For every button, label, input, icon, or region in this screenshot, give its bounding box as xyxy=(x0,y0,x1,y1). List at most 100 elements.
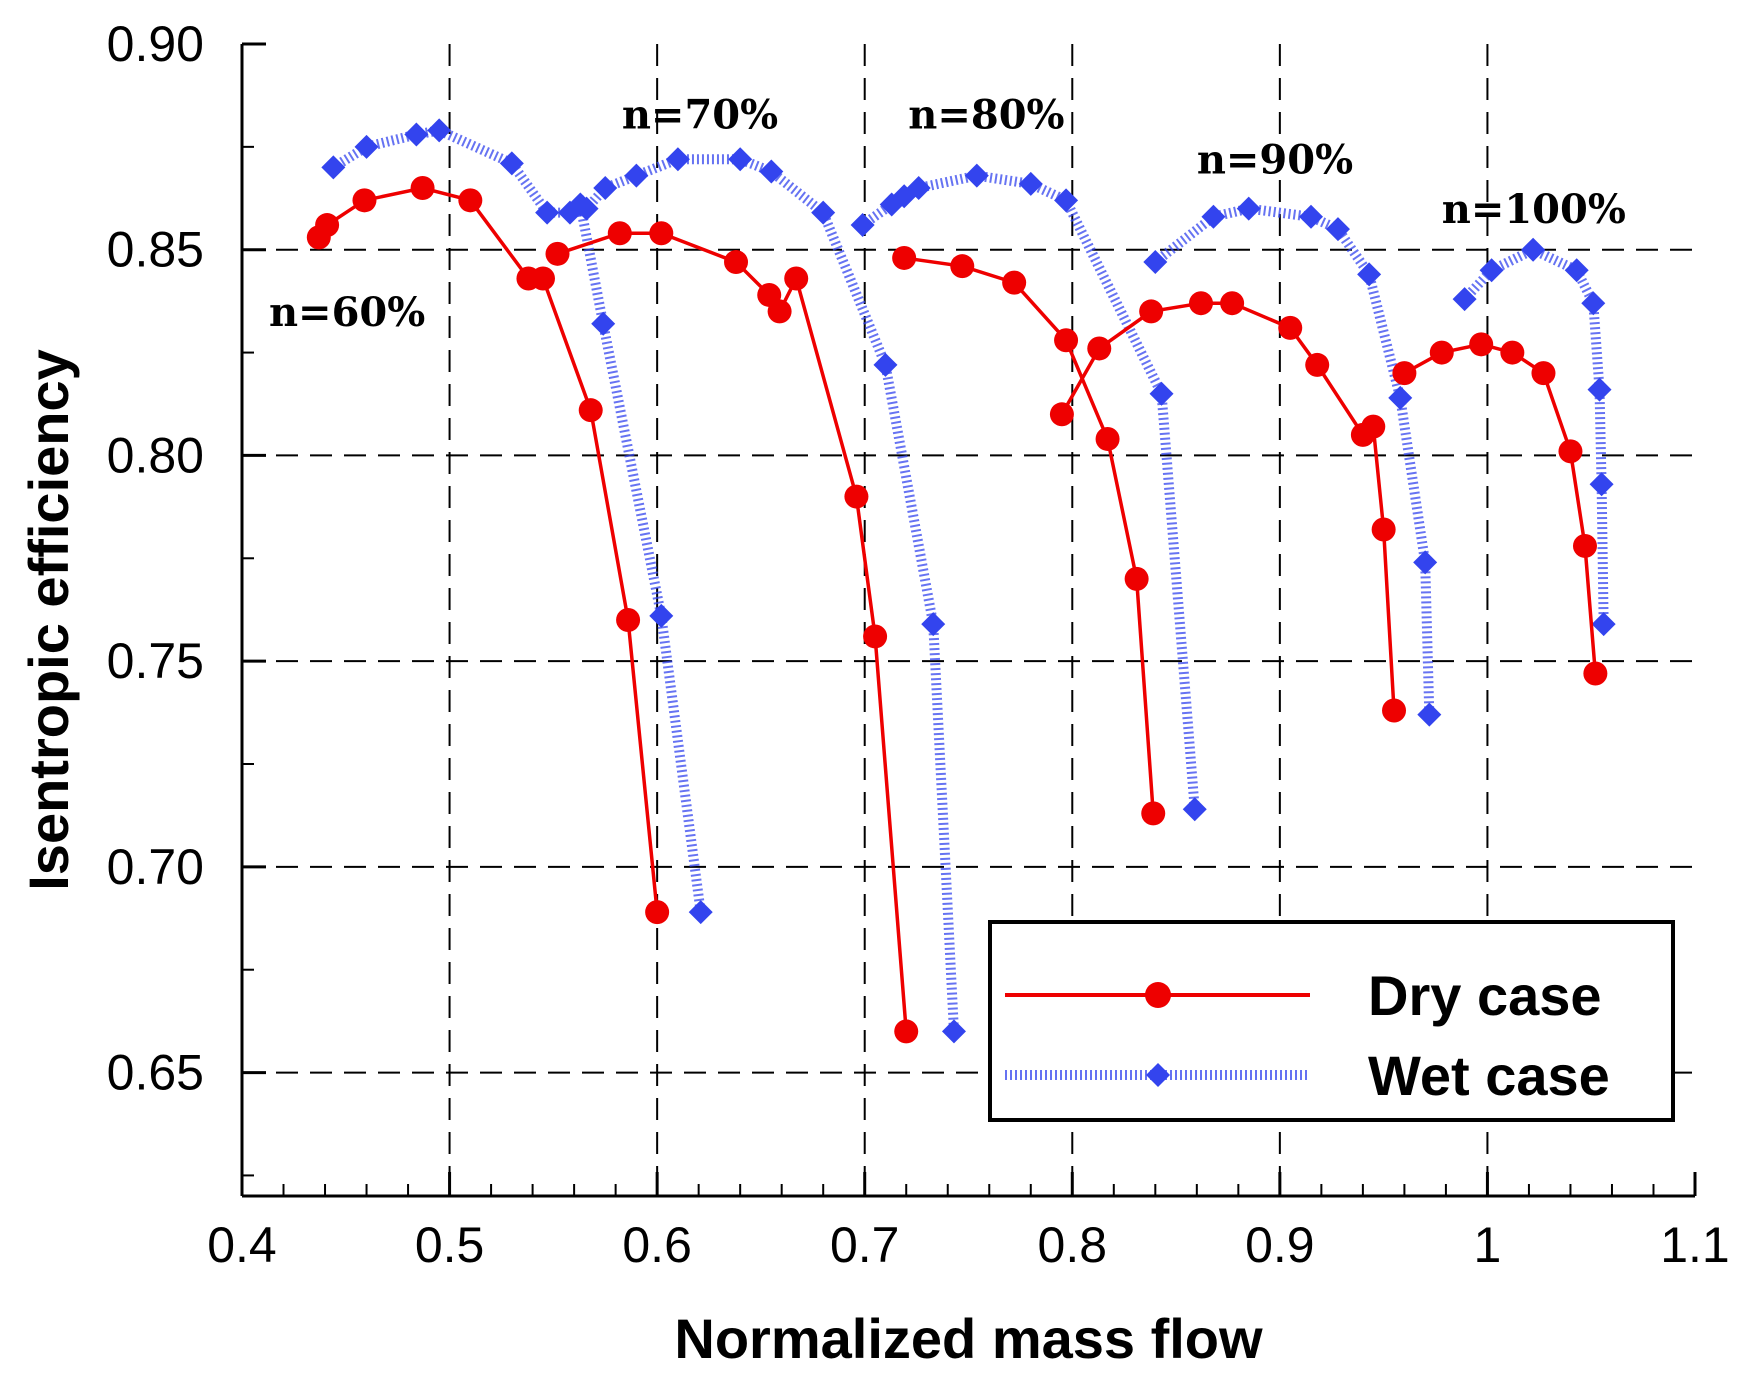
dry-data-point xyxy=(1087,336,1112,361)
wet-data-point xyxy=(624,163,649,188)
wet-data-point xyxy=(1182,797,1207,822)
x-tick-label: 0.5 xyxy=(415,1217,485,1273)
y-tick-label: 0.75 xyxy=(107,633,204,689)
wet-data-point xyxy=(1479,258,1504,283)
dry-data-point xyxy=(1531,361,1556,386)
dry-data-point xyxy=(315,213,340,238)
dry-data-point xyxy=(1382,698,1407,723)
wet-curve-line xyxy=(1460,244,1609,625)
speed-label-80: n=80% xyxy=(908,91,1064,138)
dry-data-point xyxy=(1583,661,1608,686)
legend-wet-marker xyxy=(1146,1063,1170,1087)
wet-data-point xyxy=(906,176,931,200)
legend-box xyxy=(988,920,1675,1122)
dry-data-point xyxy=(352,188,377,213)
dry-data-point xyxy=(458,188,483,213)
dry-data-point xyxy=(784,266,809,291)
dry-curve-line xyxy=(1403,342,1598,674)
wet-curve-line xyxy=(330,125,706,913)
x-tick-label: 0.8 xyxy=(1038,1217,1108,1273)
wet-data-point xyxy=(1417,702,1442,727)
legend-wet-sample xyxy=(1005,1063,1310,1087)
dry-series-70 xyxy=(545,221,919,1044)
dry-series-90 xyxy=(1049,291,1407,723)
dry-data-point xyxy=(844,484,869,509)
y-axis-title: Isentropic efficiency xyxy=(17,349,80,891)
speed-label-60: n=60% xyxy=(269,289,425,336)
dry-data-point xyxy=(1361,414,1386,439)
wet-data-point xyxy=(728,147,753,172)
wet-series-80 xyxy=(850,163,1207,822)
x-tick-label: 0.7 xyxy=(830,1217,900,1273)
dry-data-point xyxy=(1124,566,1149,591)
dry-data-point xyxy=(1469,332,1494,357)
wet-data-point xyxy=(811,200,836,225)
plot-frame xyxy=(240,44,1695,1198)
wet-data-point xyxy=(591,311,616,336)
wet-data-point xyxy=(1149,381,1174,406)
wet-data-point xyxy=(964,163,989,188)
dry-data-point xyxy=(1049,402,1074,427)
axis-ticks: 0.4 0.5 0.6 0.7 0.8 0.9 1 1.1 0.65 0.70 0.75 0.80 0.… xyxy=(107,16,1730,1273)
wet-data-point xyxy=(499,151,524,176)
dry-data-point xyxy=(1371,517,1396,542)
wet-data-point xyxy=(1325,217,1350,242)
wet-data-point xyxy=(850,213,875,238)
y-tick-label: 0.85 xyxy=(107,222,204,278)
wet-data-point xyxy=(427,118,452,143)
wet-data-point xyxy=(1564,258,1589,283)
dry-data-point xyxy=(1572,533,1597,558)
wet-data-point xyxy=(404,122,429,147)
dry-data-point xyxy=(892,245,917,270)
dry-data-point xyxy=(1220,291,1245,316)
wet-data-point xyxy=(1591,612,1616,637)
dry-data-point xyxy=(767,299,792,324)
legend-dry-marker xyxy=(1145,982,1171,1008)
wet-data-point xyxy=(1413,550,1438,575)
dry-data-point xyxy=(1141,801,1166,826)
dry-data-point xyxy=(410,176,435,200)
dry-curve-line xyxy=(317,186,659,913)
speed-label-100: n=100% xyxy=(1442,186,1626,233)
dry-data-point xyxy=(1054,328,1079,353)
dry-data-point xyxy=(1002,270,1027,295)
dry-data-point xyxy=(578,398,603,423)
dry-data-point xyxy=(649,221,674,246)
wet-data-point xyxy=(665,147,690,172)
wet-data-point xyxy=(574,196,599,221)
wet-data-point xyxy=(1201,204,1226,229)
dry-data-point xyxy=(607,221,632,246)
wet-data-point xyxy=(1054,188,1079,213)
y-tick-label: 0.70 xyxy=(107,839,204,895)
x-tick-label: 1 xyxy=(1474,1217,1502,1273)
dry-data-point xyxy=(1558,439,1583,464)
dry-data-point xyxy=(863,624,888,649)
x-tick-label: 0.6 xyxy=(622,1217,692,1273)
wet-data-point xyxy=(1018,171,1043,196)
y-tick-label: 0.80 xyxy=(107,427,204,483)
dry-data-point xyxy=(545,241,570,266)
speed-label-90: n=90% xyxy=(1197,137,1353,184)
x-tick-label: 1.1 xyxy=(1660,1217,1730,1273)
wet-data-point xyxy=(921,612,946,637)
y-tick-label: 0.65 xyxy=(107,1045,204,1101)
wet-data-point xyxy=(1236,196,1261,221)
dry-curve-line xyxy=(1060,301,1396,711)
x-tick-label: 0.9 xyxy=(1245,1217,1315,1273)
dry-data-point xyxy=(1139,299,1164,324)
wet-data-point xyxy=(1589,472,1614,497)
wet-data-point xyxy=(649,603,674,628)
legend-wet-label: Wet case xyxy=(1368,1044,1610,1107)
dry-data-point xyxy=(950,254,975,279)
wet-data-point xyxy=(1357,262,1382,287)
wet-data-point xyxy=(535,200,560,225)
wet-data-point xyxy=(873,352,898,377)
series-layer xyxy=(306,118,1616,1044)
dry-data-point xyxy=(894,1019,919,1044)
wet-data-point xyxy=(354,134,379,159)
y-tick-label: 0.90 xyxy=(107,16,204,72)
dry-series-100 xyxy=(1392,332,1608,686)
wet-series-90 xyxy=(1143,196,1442,727)
wet-data-point xyxy=(1581,291,1606,316)
